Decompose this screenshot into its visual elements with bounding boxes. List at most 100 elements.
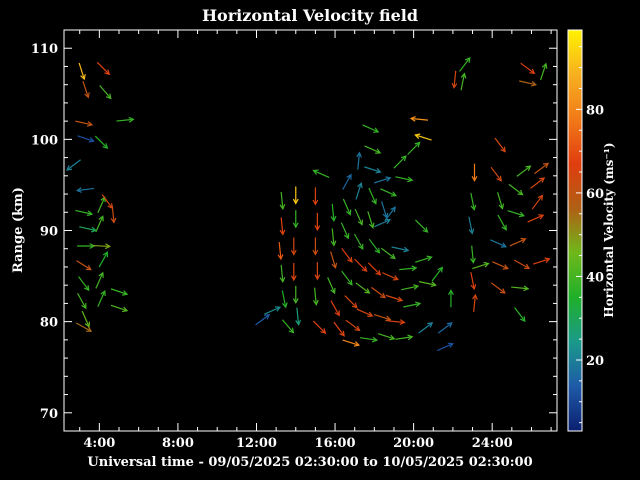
velocity-vector xyxy=(380,247,396,260)
velocity-vector xyxy=(368,238,381,254)
velocity-vector xyxy=(355,282,371,294)
velocity-vector xyxy=(341,247,353,263)
velocity-vector xyxy=(312,237,319,256)
velocity-vector xyxy=(81,310,91,328)
velocity-vector xyxy=(415,255,433,263)
velocity-vector xyxy=(359,336,379,343)
velocity-vector xyxy=(330,203,337,222)
velocity-vector xyxy=(490,239,507,248)
velocity-vector xyxy=(520,62,536,75)
velocity-vector xyxy=(356,308,374,317)
chart-title: Horizontal Velocity field xyxy=(202,6,418,25)
velocity-vector xyxy=(470,272,477,291)
x-tick-label: 12:00 xyxy=(236,436,277,451)
velocity-vector xyxy=(415,219,429,233)
x-tick-label: 24:00 xyxy=(472,436,513,451)
velocity-vector xyxy=(490,166,502,182)
velocity-vector xyxy=(431,266,444,282)
velocity-vector xyxy=(79,226,98,233)
velocity-vector xyxy=(312,287,319,306)
velocity-vector xyxy=(277,242,284,261)
y-tick-label: 80 xyxy=(40,316,58,331)
velocity-vector xyxy=(77,292,87,310)
velocity-vector xyxy=(110,288,129,296)
velocity-vector xyxy=(78,276,90,292)
velocity-vector xyxy=(110,205,117,224)
velocity-vector xyxy=(312,187,319,206)
velocity-vector xyxy=(527,214,545,223)
x-tick-label: 16:00 xyxy=(315,436,356,451)
velocity-vector xyxy=(99,85,112,100)
y-tick-label: 70 xyxy=(40,407,58,422)
x-tick-label: 4:00 xyxy=(83,436,115,451)
velocity-vector xyxy=(281,290,288,309)
velocity-vector xyxy=(82,80,90,99)
velocity-vector xyxy=(381,201,389,219)
velocity-vector xyxy=(116,116,135,123)
velocity-vector xyxy=(314,212,321,232)
velocity-vector xyxy=(373,313,392,322)
velocity-vector xyxy=(367,262,382,276)
y-tick-label: 110 xyxy=(31,42,58,57)
velocity-vector xyxy=(460,72,467,91)
velocity-vector xyxy=(96,61,111,76)
velocity-vector xyxy=(362,124,380,133)
velocity-vector xyxy=(468,216,475,235)
velocity-vector xyxy=(367,211,375,229)
velocity-vector xyxy=(472,261,490,270)
velocity-vector xyxy=(373,176,392,184)
velocity-vector xyxy=(281,319,295,334)
velocity-vector xyxy=(514,307,526,323)
colorbar-tick-label: 60 xyxy=(586,187,604,202)
x-axis: 4:00 8:00 12:00 16:00 20:00 24:00 xyxy=(79,30,552,451)
velocity-vector xyxy=(353,233,364,250)
velocity-vector xyxy=(78,62,86,81)
velocity-vector xyxy=(342,173,352,190)
colorbar-ticks: 20 40 60 80 xyxy=(576,46,604,424)
velocity-vector xyxy=(451,70,458,89)
velocity-vector xyxy=(97,289,106,307)
velocity-vector xyxy=(312,320,327,334)
velocity-vector xyxy=(509,237,527,247)
velocity-vector xyxy=(75,322,93,332)
velocity-vector xyxy=(492,261,509,270)
velocity-vector xyxy=(377,333,396,341)
velocity-vector xyxy=(279,191,286,211)
velocity-vector xyxy=(533,257,551,265)
velocity-vector xyxy=(513,259,531,269)
velocity-vector xyxy=(290,237,297,256)
velocity-vector xyxy=(110,304,129,313)
velocity-vector xyxy=(97,196,106,213)
velocity-vector xyxy=(94,135,109,149)
colorbar-tick-label: 20 xyxy=(586,354,604,369)
velocity-vector xyxy=(264,306,282,315)
velocity-vector xyxy=(364,145,382,154)
velocity-vector xyxy=(342,339,361,347)
velocity-vector xyxy=(95,271,104,289)
velocity-vector xyxy=(92,243,112,250)
velocity-vector xyxy=(418,322,434,334)
velocity-vector xyxy=(409,115,429,122)
velocity-vector xyxy=(66,159,81,171)
velocity-vector xyxy=(314,262,321,281)
velocity-vector xyxy=(75,209,94,217)
velocity-vector xyxy=(295,307,302,326)
velocity-vector xyxy=(511,285,530,292)
colorbar-tick-label: 80 xyxy=(586,103,604,118)
colorbar xyxy=(567,29,583,432)
x-tick-label: 20:00 xyxy=(393,436,434,451)
velocity-vector xyxy=(364,166,382,174)
velocity-vector xyxy=(393,155,407,169)
velocity-vector xyxy=(330,251,338,270)
velocity-vector xyxy=(494,137,506,153)
velocity-vector xyxy=(98,251,109,268)
velocity-vector xyxy=(354,208,364,226)
velocity-vector xyxy=(330,300,340,317)
velocity-vector xyxy=(290,263,297,282)
velocity-vector xyxy=(342,198,352,216)
velocity-vector xyxy=(340,222,350,240)
velocity-vector xyxy=(255,313,271,326)
x-axis-label: Universal time - 09/05/2025 02:30:00 to … xyxy=(87,455,532,470)
velocity-vector xyxy=(531,194,544,210)
velocity-vector xyxy=(407,141,421,155)
